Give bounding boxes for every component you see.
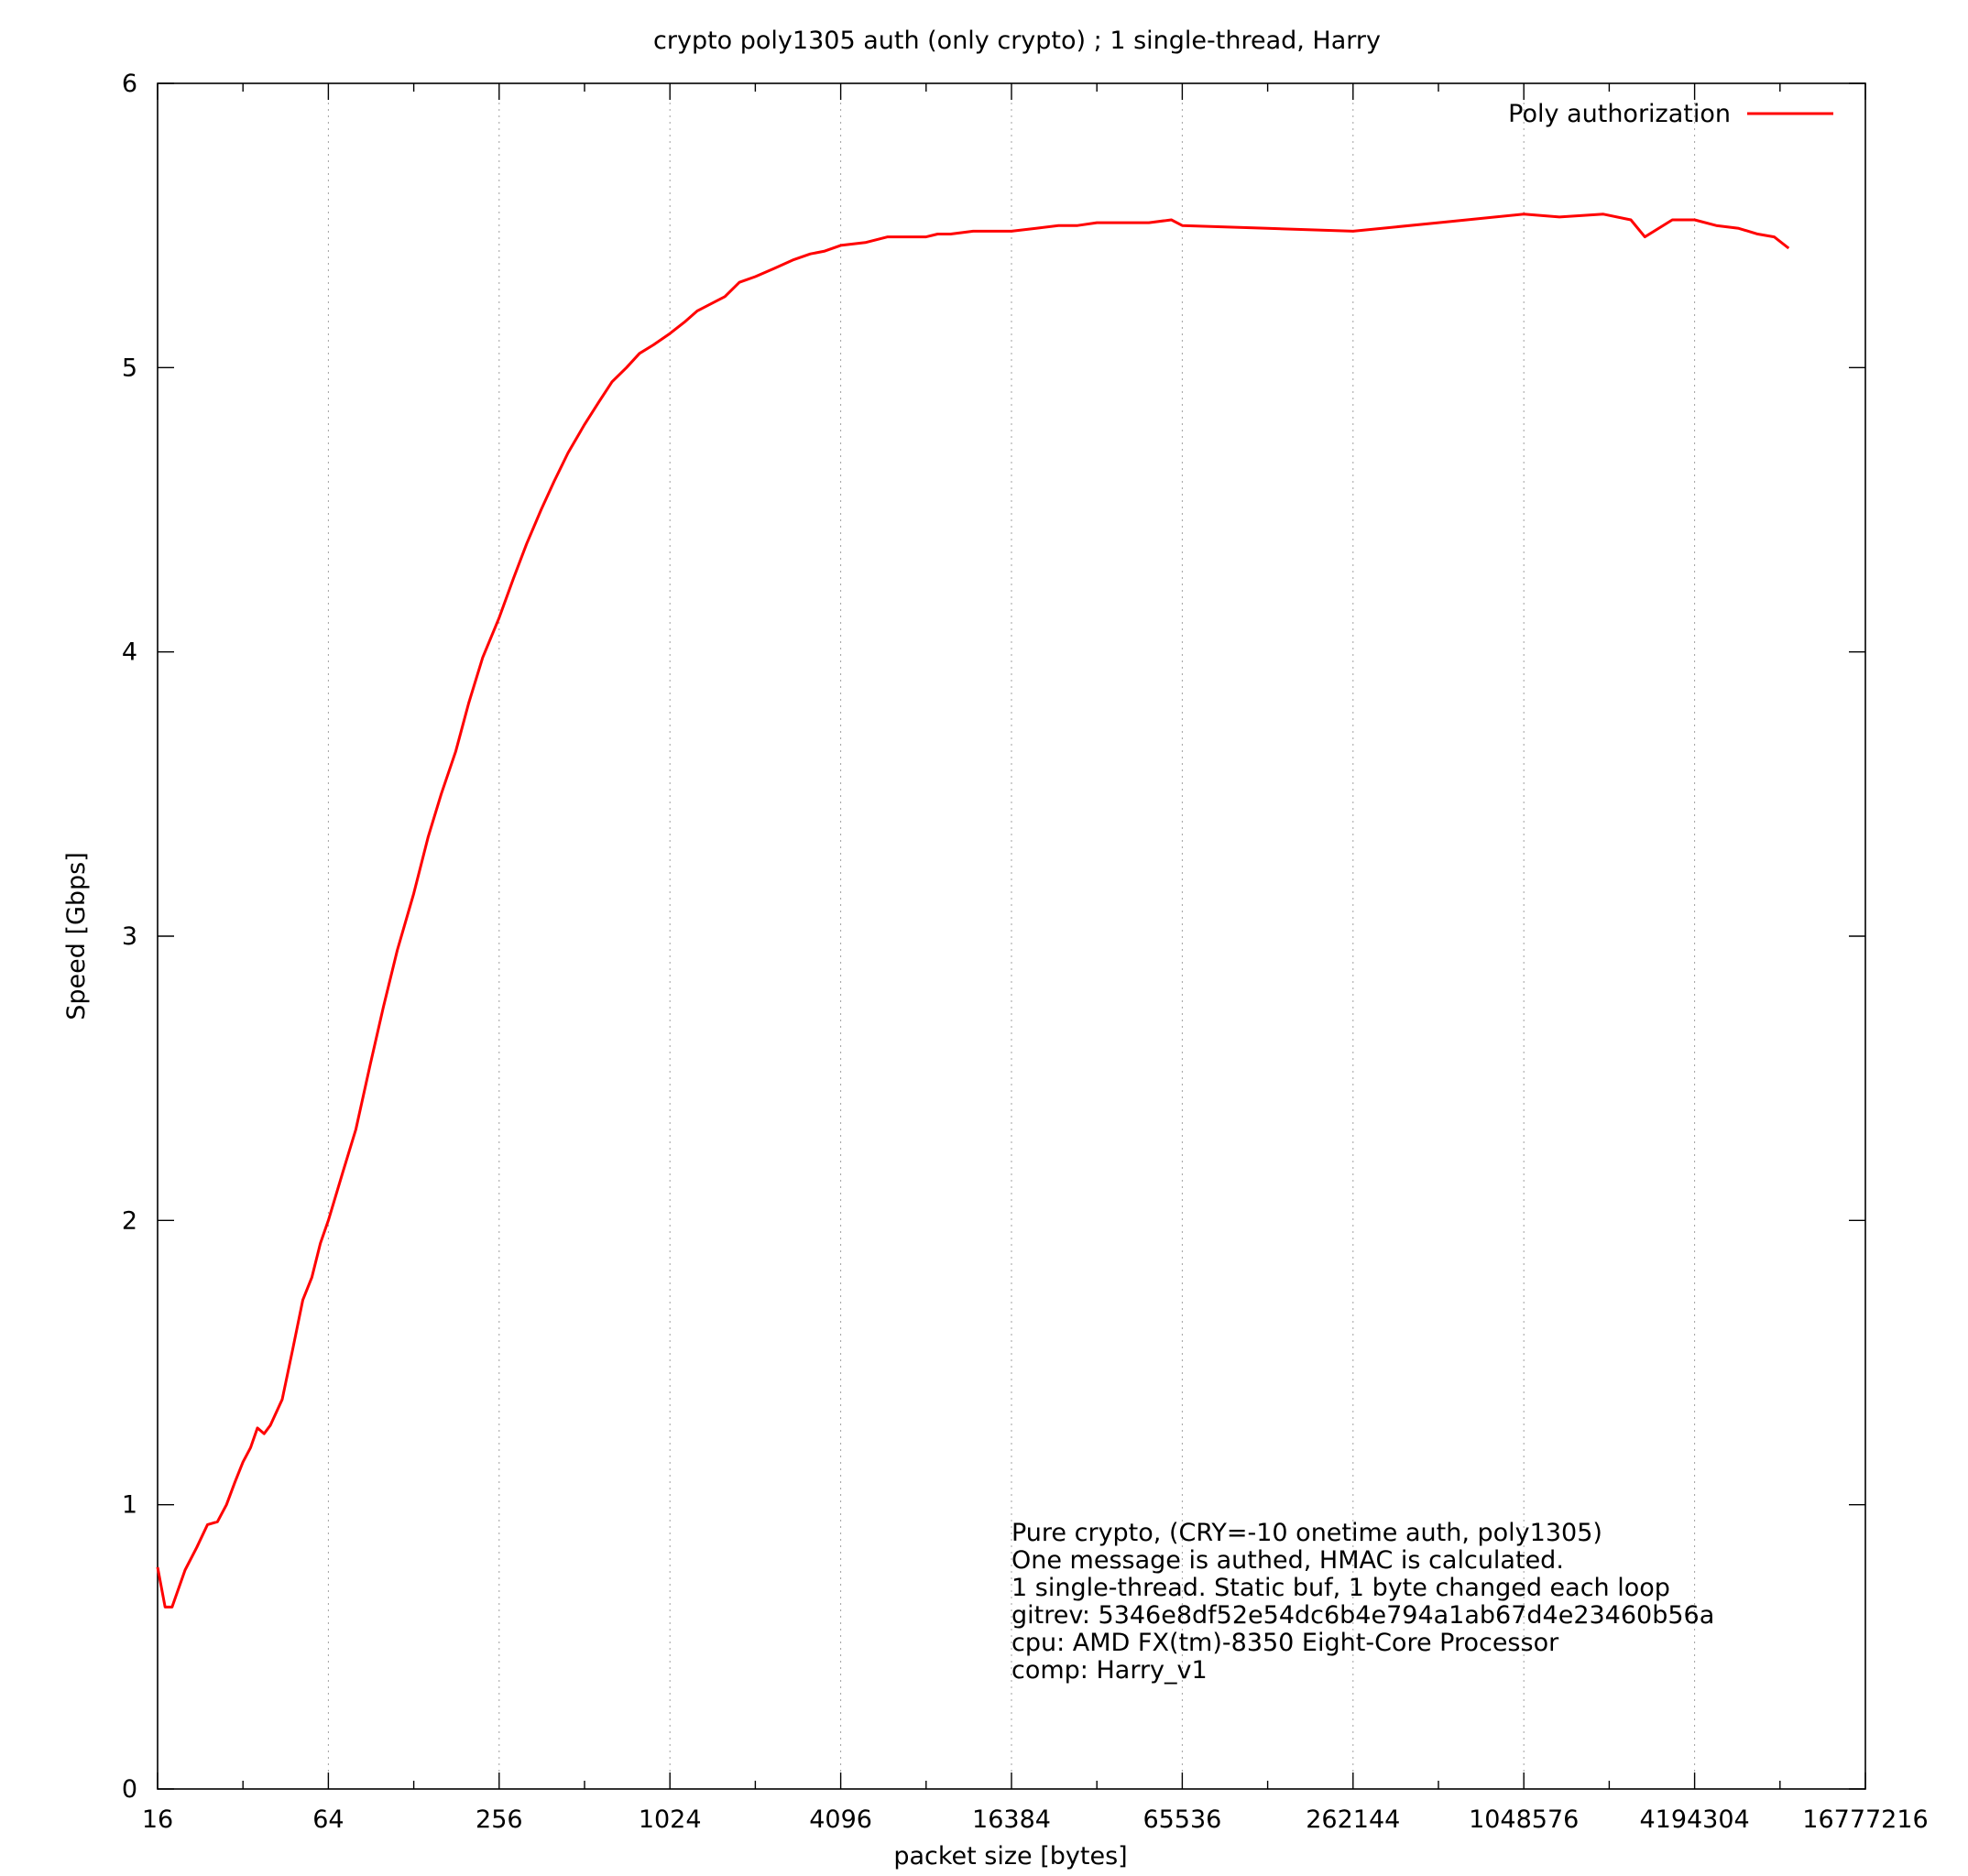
x-tick-label: 1048576 xyxy=(1469,1805,1579,1834)
x-tick-label: 65536 xyxy=(1143,1805,1221,1834)
annotation-block: Pure crypto, (CRY=-10 onetime auth, poly… xyxy=(1011,1519,1714,1685)
y-tick-label: 1 xyxy=(122,1491,137,1520)
annotation-line-5: cpu: AMD FX(tm)-8350 Eight-Core Processo… xyxy=(1011,1629,1559,1657)
y-tick-label: 6 xyxy=(122,70,137,98)
legend: Poly authorization xyxy=(1508,100,1833,128)
annotation-line-3: 1 single-thread. Static buf, 1 byte chan… xyxy=(1011,1574,1670,1602)
y-tick-label: 5 xyxy=(122,354,137,382)
x-tick-label: 16777216 xyxy=(1802,1805,1928,1834)
x-tick-label: 4096 xyxy=(809,1805,872,1834)
annotation-line-6: comp: Harry_v1 xyxy=(1011,1656,1208,1685)
chart-title: crypto poly1305 auth (only crypto) ; 1 s… xyxy=(653,27,1381,55)
x-tick-label: 262144 xyxy=(1306,1805,1400,1834)
axis-ticks: 16 64 256 1024 4096 16384 65536 262144 1048576 41… xyxy=(122,70,1929,1834)
x-tick-label: 16384 xyxy=(972,1805,1051,1834)
x-axis-label: packet size [bytes] xyxy=(893,1842,1127,1871)
series-line xyxy=(156,213,1790,1609)
annotation-line-1: Pure crypto, (CRY=-10 onetime auth, poly… xyxy=(1011,1519,1602,1547)
y-tick-label: 0 xyxy=(122,1775,137,1804)
y-tick-label: 2 xyxy=(122,1206,137,1235)
x-tick-label: 1024 xyxy=(639,1805,702,1834)
annotation-line-2: One message is authed, HMAC is calculate… xyxy=(1011,1546,1564,1575)
series-layer xyxy=(156,213,1790,1609)
y-tick-label: 3 xyxy=(122,922,137,951)
grid-lines xyxy=(327,83,1696,1789)
x-tick-label: 16 xyxy=(142,1805,173,1834)
x-tick-label: 256 xyxy=(476,1805,523,1834)
annotation-line-4: gitrev: 5346e8df52e54dc6b4e794a1ab67d4e2… xyxy=(1011,1601,1714,1630)
x-tick-label: 64 xyxy=(312,1805,344,1834)
legend-label: Poly authorization xyxy=(1508,100,1731,128)
x-tick-label: 4194304 xyxy=(1639,1805,1749,1834)
y-tick-label: 4 xyxy=(122,638,137,667)
y-axis-label: Speed [Gbps] xyxy=(62,852,91,1020)
